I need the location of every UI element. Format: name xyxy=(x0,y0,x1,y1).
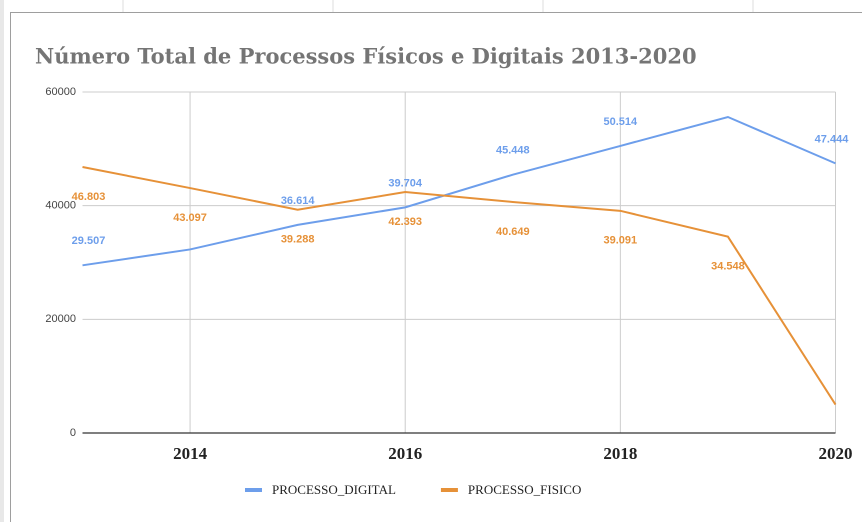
series-line xyxy=(82,166,837,406)
y-tick-label: 20000 xyxy=(45,313,76,325)
chart-card xyxy=(10,12,862,522)
sheet-edge xyxy=(0,0,4,522)
data-label: 29.507 xyxy=(72,235,106,247)
x-tick-label: 2020 xyxy=(819,444,853,463)
y-tick-label: 0 xyxy=(70,427,76,439)
data-label: 47.444 xyxy=(815,133,850,145)
legend-label: PROCESSO_DIGITAL xyxy=(272,482,396,497)
data-label: 40.649 xyxy=(496,226,530,238)
data-label: 39.288 xyxy=(281,234,315,246)
legend-label: PROCESSO_FISICO xyxy=(468,482,581,497)
x-tick-label: 2014 xyxy=(173,444,208,463)
data-label: 45.448 xyxy=(496,145,530,157)
data-label: 50.514 xyxy=(604,116,639,128)
data-label: 46.803 xyxy=(72,191,106,203)
x-tick-label: 2018 xyxy=(603,444,637,463)
data-label: 39.704 xyxy=(388,177,423,189)
y-tick-label: 40000 xyxy=(45,200,76,212)
data-label: 34.548 xyxy=(711,261,745,273)
y-tick-label: 60000 xyxy=(45,86,76,98)
series-line xyxy=(82,115,836,267)
x-tick-label: 2016 xyxy=(388,444,422,463)
chart-title: Número Total de Processos Físicos e Digi… xyxy=(35,44,697,69)
data-label: 42.393 xyxy=(388,216,422,228)
data-label: 39.091 xyxy=(604,235,638,247)
data-label: 43.097 xyxy=(173,212,207,224)
data-label: 36.614 xyxy=(281,195,316,207)
